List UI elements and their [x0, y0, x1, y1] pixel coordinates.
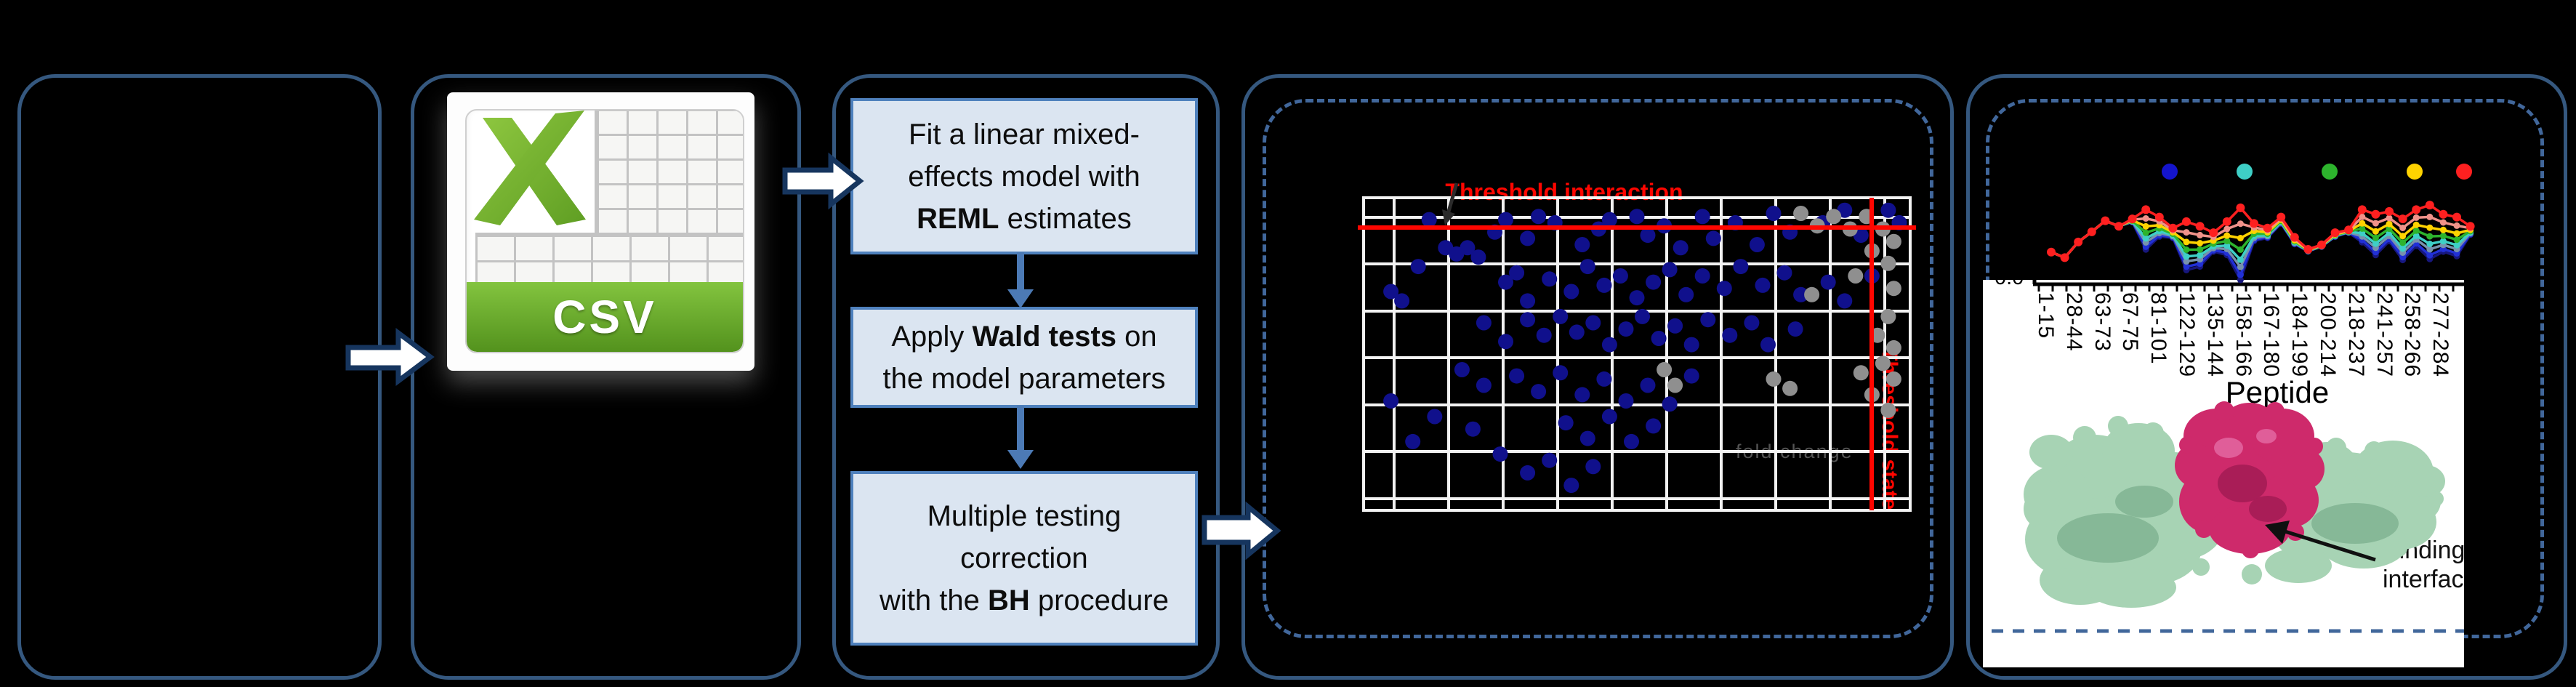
peptide-tick-label: 28-44	[2061, 292, 2086, 352]
pipeline-box-plots	[1241, 74, 1954, 680]
flow-step-reml: Fit a linear mixed- effects model with R…	[850, 98, 1198, 254]
peptide-axis-label: Peptide	[2225, 375, 2330, 409]
flow1-post: estimates	[999, 202, 1132, 235]
peptide-tick-label: 81-101	[2146, 292, 2171, 365]
excel-x-icon	[474, 111, 586, 225]
peptide-tick-label: 218-237	[2343, 292, 2368, 378]
flow3-post: procedure	[1029, 584, 1169, 616]
flow2-pre: Apply	[891, 320, 973, 353]
peptide-tick-label: 258-266	[2400, 292, 2425, 378]
flow-step-reml-text: Fit a linear mixed- effects model with R…	[908, 113, 1140, 240]
peptide-tick-label: 1-15	[2034, 292, 2058, 340]
peptide-tick-label: 158-166	[2231, 292, 2255, 378]
peptide-tick-label: 241-257	[2372, 292, 2396, 378]
peptide-tick-label: 184-199	[2287, 292, 2312, 378]
peptide-tick-label: 135-144	[2202, 292, 2227, 378]
pipeline-box-outputs	[1966, 74, 2567, 680]
peptide-tick-label: 200-214	[2316, 292, 2340, 378]
flow-step-wald-text: Apply Wald tests on the model parameters	[882, 316, 1165, 400]
flow3-pre: Multiple testing correction with the	[880, 500, 1122, 616]
threshold-state-label: Threshold state	[1877, 347, 1901, 510]
spreadsheet-grid-icon	[595, 111, 743, 233]
threshold-interaction-label: Threshold interaction	[1445, 179, 1683, 205]
flow-step-bh-text: Multiple testing correction with the BH …	[880, 495, 1169, 622]
peptide-tick-label: 167-180	[2259, 292, 2284, 378]
csv-file-icon: CSV	[447, 92, 754, 371]
faint-axis-label: fold change	[1736, 441, 1853, 462]
pipeline-box-stats	[832, 74, 1220, 680]
csv-card: CSV	[465, 109, 744, 353]
peptide-tick-label: 122-129	[2175, 292, 2199, 378]
spreadsheet-grid-low-icon	[475, 233, 743, 286]
flow1-pre: Fit a linear mixed- effects model with	[908, 118, 1140, 193]
flow2-post: on the model parameters	[882, 320, 1166, 395]
flow3-bold: BH	[987, 584, 1030, 616]
plots-dashed-frame	[1263, 99, 1933, 638]
csv-banner: CSV	[467, 282, 743, 352]
flow1-bold: REML	[917, 202, 999, 235]
flow2-bold: Wald tests	[972, 320, 1117, 353]
pipeline-box-input	[17, 74, 382, 680]
yaxis-zero-label: 0.0	[1995, 266, 2024, 289]
flow-step-bh: Multiple testing correction with the BH …	[850, 471, 1198, 646]
peptide-tick-label: 63-73	[2090, 292, 2114, 352]
flow-step-wald: Apply Wald tests on the model parameters	[850, 307, 1198, 408]
peptide-tick-label: 277-284	[2428, 292, 2453, 378]
peptide-tick-label: 67-75	[2118, 292, 2143, 352]
